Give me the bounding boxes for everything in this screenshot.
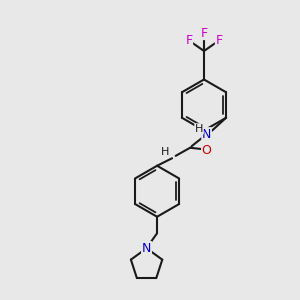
Text: N: N: [142, 242, 151, 255]
Text: O: O: [202, 144, 212, 157]
Text: H: H: [161, 147, 170, 157]
Text: F: F: [215, 34, 223, 47]
Text: F: F: [200, 26, 208, 40]
Text: N: N: [142, 242, 151, 255]
Text: F: F: [185, 34, 193, 47]
Text: N: N: [202, 128, 211, 141]
Text: H: H: [195, 124, 203, 134]
